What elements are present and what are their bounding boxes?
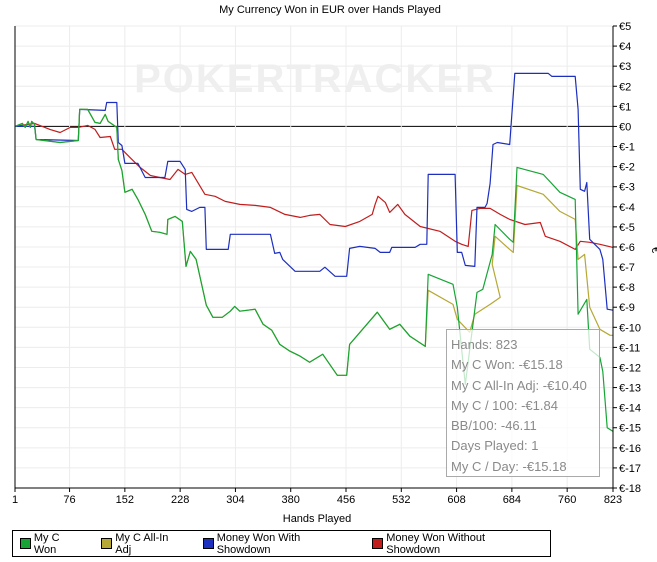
stat-per-day: My C / Day: -€15.18	[451, 458, 567, 474]
stats-box: Hands: 823 My C Won: -€15.18 My C All-In…	[446, 329, 600, 477]
y-tick-label: €-5	[619, 222, 635, 234]
series-lines	[14, 72, 614, 432]
y-tick-label: €-2	[619, 162, 635, 174]
x-tick-label: 760	[558, 494, 576, 506]
stat-per-100: My C / 100: -€1.84	[451, 397, 558, 413]
x-tick-label: 456	[337, 494, 355, 506]
x-tick-label: 823	[604, 494, 622, 506]
y-tick-label: €-12	[619, 362, 641, 374]
series-line-money-won-without-showdown	[14, 122, 614, 250]
y-tick-label: €4	[619, 41, 631, 53]
y-tick-label: €-16	[619, 443, 641, 455]
y-tick-label: €-7	[619, 262, 635, 274]
stat-allin-adj: My C All-In Adj: -€10.40	[451, 377, 587, 393]
chart-title: My Currency Won in EUR over Hands Played	[219, 4, 441, 16]
legend-label: Money Won With Showdown	[216, 531, 301, 556]
y-tick-label: €-6	[619, 242, 635, 254]
y-tick-label: €-13	[619, 383, 641, 395]
x-tick-label: 380	[282, 494, 300, 506]
x-tick-label: 228	[171, 494, 189, 506]
legend-swatch	[372, 538, 384, 549]
y-tick-label: €-9	[619, 302, 635, 314]
y-tick-label: €-17	[619, 463, 641, 475]
legend-swatch	[202, 538, 214, 549]
legend-label: My C Won	[33, 531, 60, 556]
x-tick-label: 532	[392, 494, 410, 506]
x-tick-label: 304	[226, 494, 244, 506]
y-axis-label: €	[649, 247, 657, 253]
y-tick-label: €-10	[619, 322, 641, 334]
x-tick-label: 76	[63, 494, 75, 506]
y-tick-label: €-4	[619, 202, 635, 214]
legend-label: My C All-In Adj	[115, 531, 169, 556]
x-axis-label: Hands Played	[283, 513, 352, 525]
axes: €5 €4 €3 €2 €1 €0 €-1 €-2 €-3 €-4 €-5 €-6 €-7 €-8 €-9 €…	[12, 21, 641, 506]
x-tick-label: 608	[447, 494, 465, 506]
stat-days-played: Days Played: 1	[451, 438, 539, 454]
y-tick-label: €-14	[619, 403, 641, 415]
legend-item-all-in-adj[interactable]: My C All-In Adj	[101, 532, 185, 556]
y-tick-label: €0	[619, 121, 631, 133]
series-line-money-won-with-showdown	[15, 72, 614, 311]
x-tick-label: 152	[116, 494, 134, 506]
legend-swatch	[20, 538, 31, 549]
y-tick-label: €5	[619, 21, 631, 33]
y-tick-label: €-15	[619, 423, 641, 435]
stat-won: My C Won: -€15.18	[451, 357, 563, 373]
y-tick-label: €3	[619, 61, 631, 73]
watermark-logo: POKERTRACKER	[134, 57, 496, 101]
y-tick-label: €1	[619, 101, 631, 113]
chart: My Currency Won in EUR over Hands Played…	[12, 4, 657, 525]
series-line-my-c-won	[14, 108, 614, 432]
y-tick-label: €-11	[619, 342, 640, 354]
y-tick-label: €2	[619, 81, 631, 93]
legend-item-without-showdown[interactable]: Money Won Without Showdown	[372, 532, 540, 556]
legend: My C Won My C All-In Adj Money Won With …	[12, 530, 551, 557]
x-tick-label: 1	[12, 494, 18, 506]
stat-bb-100: BB/100: -46.11	[451, 418, 537, 434]
y-tick-label: €-8	[619, 282, 635, 294]
y-tick-label: €-18	[619, 483, 641, 495]
y-tick-label: €-3	[619, 182, 635, 194]
legend-swatch	[101, 538, 113, 549]
legend-item-with-showdown[interactable]: Money Won With Showdown	[202, 531, 356, 556]
legend-item-my-c-won[interactable]: My C Won	[20, 532, 84, 556]
stat-hands: Hands: 823	[451, 337, 518, 352]
x-tick-label: 684	[503, 494, 521, 506]
y-tick-label: €-1	[619, 142, 635, 154]
legend-label: Money Won Without Showdown	[386, 531, 486, 556]
